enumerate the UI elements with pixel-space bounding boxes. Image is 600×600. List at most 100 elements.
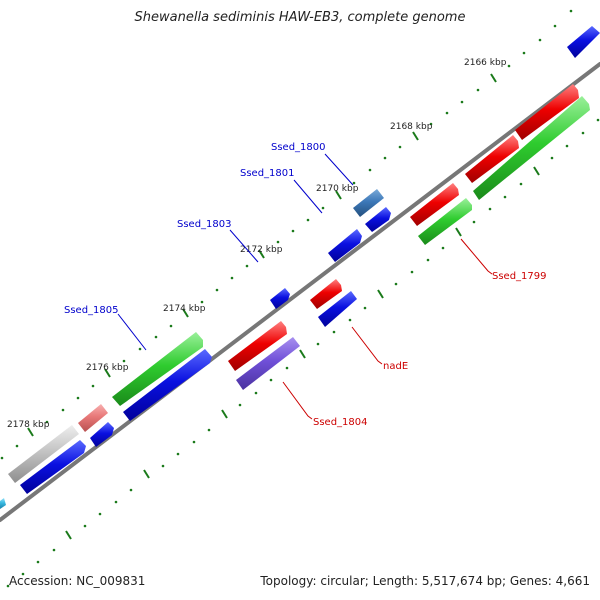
cds-blue-feature xyxy=(90,422,114,447)
cds-grey-feature xyxy=(8,425,79,483)
major-tick xyxy=(299,349,306,359)
leader-lines-reverse xyxy=(282,238,493,420)
cds-pink-feature xyxy=(78,404,108,432)
scale-dot xyxy=(230,276,234,280)
leader-line xyxy=(324,153,354,186)
cds-red-feature xyxy=(410,183,459,226)
cds-blue-feature xyxy=(20,440,86,494)
lower-major-ticks xyxy=(65,166,540,540)
scale-dot xyxy=(581,131,585,135)
gene-label[interactable]: Ssed_1799 xyxy=(492,271,547,282)
cds-red-feature xyxy=(515,84,579,140)
cds-blue-feature xyxy=(123,349,212,421)
scale-dot xyxy=(472,220,476,224)
scale-dot xyxy=(316,342,320,346)
scale-dot xyxy=(200,300,204,304)
major-tick xyxy=(258,249,265,259)
major-tick xyxy=(455,227,462,237)
scale-dot xyxy=(207,428,211,432)
scale-dot xyxy=(488,207,492,211)
scale-dot xyxy=(61,408,65,412)
leader-line xyxy=(351,326,383,365)
scale-dot xyxy=(138,347,142,351)
cds-red-feature xyxy=(465,135,519,183)
leader-line xyxy=(282,381,313,420)
gene-label[interactable]: Ssed_1803 xyxy=(177,219,232,230)
cds-blue-feature xyxy=(328,229,362,262)
scale-dot xyxy=(398,145,402,149)
scale-dot xyxy=(36,560,40,564)
scale-dot xyxy=(429,122,433,126)
major-tick xyxy=(27,427,34,437)
gene-label[interactable]: Ssed_1800 xyxy=(271,142,326,153)
major-tick xyxy=(182,308,189,318)
cds-purple-feature xyxy=(236,337,300,390)
scale-dot xyxy=(394,282,398,286)
scale-dot xyxy=(238,403,242,407)
major-tick xyxy=(377,289,384,299)
gene-label[interactable]: Ssed_1801 xyxy=(240,168,295,179)
gene-labels-reverse: Ssed_1799 nadE Ssed_1804 xyxy=(313,271,547,428)
scale-dot xyxy=(522,51,526,55)
scale-dot xyxy=(169,324,173,328)
ruler-label: 2168 kbp xyxy=(390,122,433,132)
scale-dot xyxy=(306,218,310,222)
upper-major-ticks xyxy=(27,73,497,437)
scale-dot xyxy=(410,270,414,274)
gene-label[interactable]: Ssed_1804 xyxy=(313,417,368,428)
gene-label[interactable]: Ssed_1805 xyxy=(64,305,119,316)
cds-steelblue-feature xyxy=(353,189,384,217)
scale-dot xyxy=(550,156,554,160)
upper-scale-track xyxy=(0,9,573,460)
major-tick xyxy=(143,469,150,479)
scale-dot xyxy=(91,384,95,388)
cds-blue-feature xyxy=(567,26,600,58)
scale-dot xyxy=(426,258,430,262)
cds-red-feature xyxy=(310,279,342,309)
scale-dot xyxy=(245,264,249,268)
scale-dot xyxy=(291,229,295,233)
ruler-label: 2176 kbp xyxy=(86,363,129,373)
scale-dot xyxy=(45,420,49,424)
genome-backbone xyxy=(0,62,600,522)
scale-dot xyxy=(254,391,258,395)
ruler-label: 2174 kbp xyxy=(163,304,206,314)
major-tick xyxy=(104,368,111,378)
cds-green-feature xyxy=(418,198,472,245)
ruler-label: 2166 kbp xyxy=(464,58,507,68)
scale-dot xyxy=(6,584,10,588)
scale-dot xyxy=(129,488,133,492)
scale-dot xyxy=(519,182,523,186)
scale-dot xyxy=(348,318,352,322)
genome-summary-text: Topology: circular; Length: 5,517,674 bp… xyxy=(260,574,590,588)
scale-dot xyxy=(565,144,569,148)
ruler-label: 2172 kbp xyxy=(240,245,283,255)
gene-label[interactable]: nadE xyxy=(383,361,408,372)
scale-dot xyxy=(460,100,464,104)
scale-dot xyxy=(476,88,480,92)
scale-dot xyxy=(332,330,336,334)
ruler-label: 2170 kbp xyxy=(316,184,359,194)
major-tick xyxy=(533,166,540,176)
scale-dot xyxy=(503,195,507,199)
cds-blue-feature xyxy=(318,291,357,327)
scale-dot xyxy=(285,366,289,370)
scale-dot xyxy=(122,359,126,363)
scale-dot xyxy=(0,456,4,460)
accession-text: Accession: NC_009831 xyxy=(9,574,146,588)
scale-dot xyxy=(569,9,573,13)
scale-dot xyxy=(98,512,102,516)
major-tick xyxy=(65,530,72,540)
scale-dot xyxy=(383,156,387,160)
scale-dot xyxy=(215,288,219,292)
scale-dot xyxy=(76,396,80,400)
leader-lines-forward xyxy=(117,153,354,351)
scale-dot xyxy=(538,38,542,42)
scale-dot xyxy=(176,452,180,456)
gene-labels-forward: Ssed_1800 Ssed_1801 Ssed_1803 Ssed_1805 xyxy=(64,142,326,316)
scale-dot xyxy=(52,548,56,552)
ruler-label: 2178 kbp xyxy=(7,420,50,430)
cds-green-feature xyxy=(112,332,203,406)
scale-dot xyxy=(553,24,557,28)
